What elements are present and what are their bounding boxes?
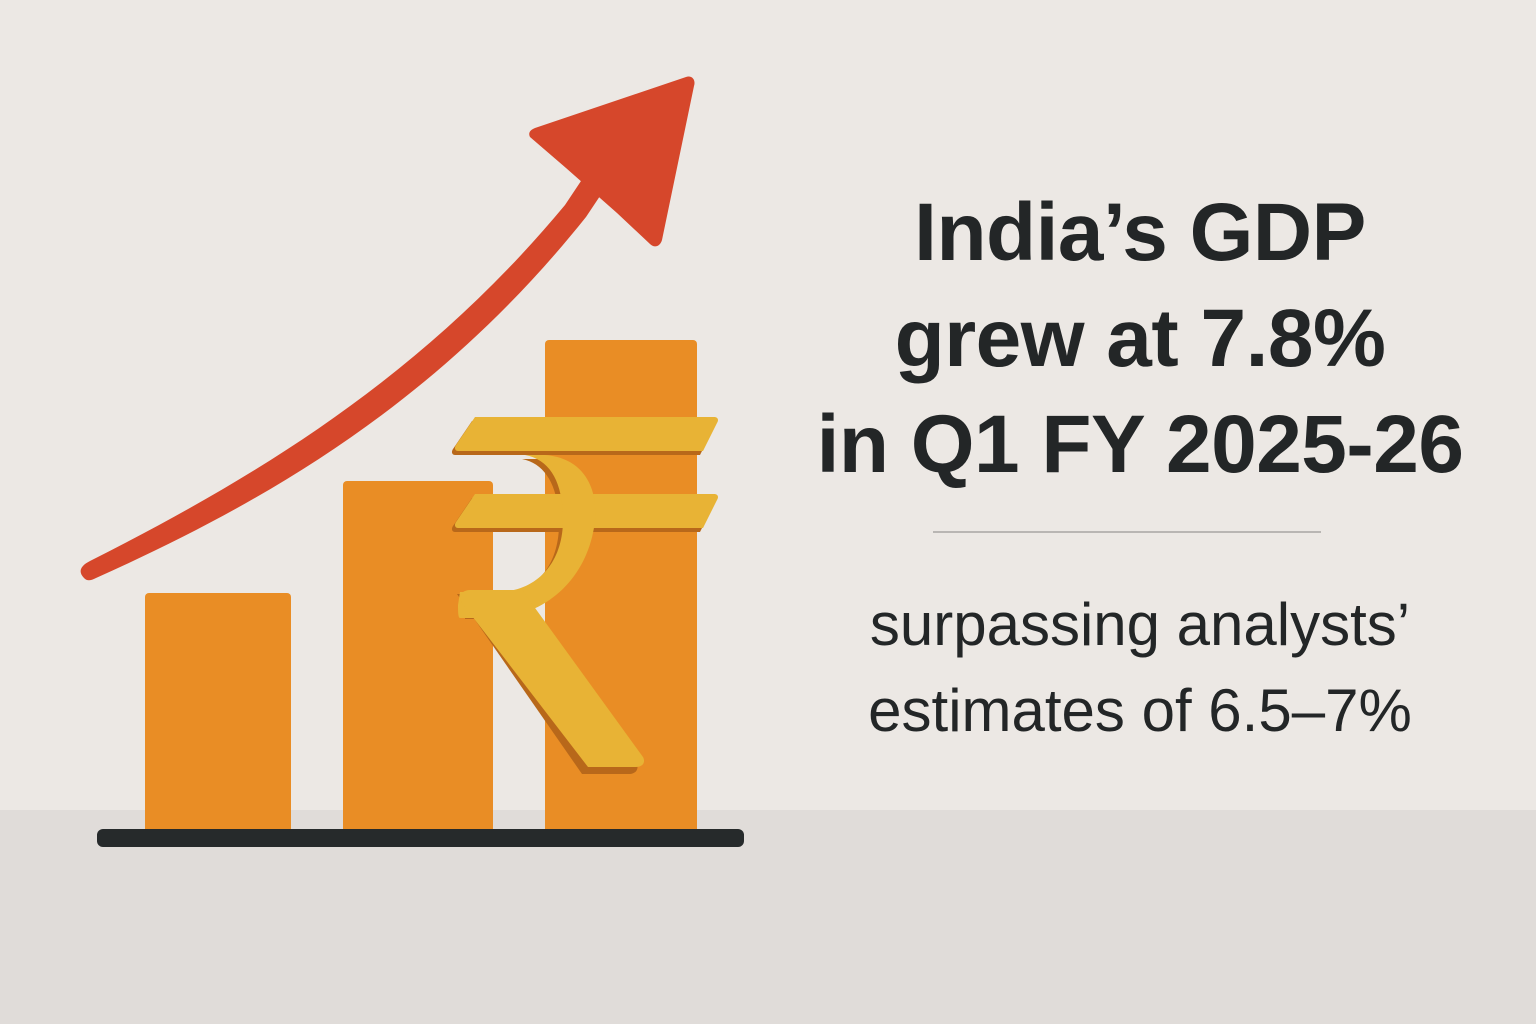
headline-line-2: grew at 7.8% — [894, 293, 1386, 384]
chart-bar-2 — [343, 481, 493, 833]
chart-bar-1 — [145, 593, 291, 833]
subheadline: surpassing analysts’ estimates of 6.5–7% — [780, 582, 1500, 754]
headline-block: India’s GDP grew at 7.8% in Q1 FY 2025-2… — [770, 180, 1510, 498]
subheadline-line-2: estimates of 6.5–7% — [868, 677, 1412, 744]
gdp-growth-illustration — [80, 76, 744, 847]
headline-line-3: in Q1 FY 2025-26 — [816, 399, 1464, 490]
rupee-symbol-icon — [451, 417, 718, 774]
headline-line-1: India’s GDP — [914, 187, 1366, 278]
headline: India’s GDP grew at 7.8% in Q1 FY 2025-2… — [770, 180, 1510, 498]
bar-chart — [145, 340, 697, 833]
trend-arrow-icon — [80, 76, 695, 581]
divider — [933, 531, 1321, 533]
chart-baseline — [97, 829, 744, 847]
subheadline-line-1: surpassing analysts’ — [869, 591, 1411, 658]
